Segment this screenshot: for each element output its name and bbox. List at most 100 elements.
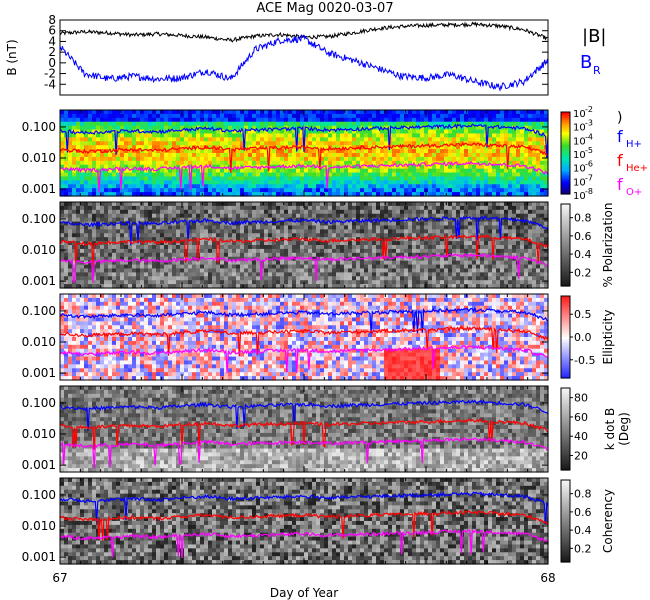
heatmap-cell: [76, 113, 81, 119]
heatmap-cell: [172, 110, 177, 115]
heatmap-cell: [516, 192, 521, 197]
heatmap-cell: [112, 241, 117, 246]
heatmap-cell: [512, 180, 517, 185]
heatmap-cell: [448, 129, 453, 135]
heatmap-cell: [192, 276, 197, 281]
heatmap-cell: [180, 176, 185, 181]
heatmap-cell: [324, 241, 329, 246]
heatmap-cell: [428, 137, 433, 142]
heatmap-cell: [252, 202, 257, 207]
heatmap-cell: [324, 280, 329, 285]
heatmap-cell: [532, 117, 537, 123]
heatmap-cell: [476, 149, 481, 154]
heatmap-cell: [112, 113, 117, 119]
heatmap-cell: [288, 149, 293, 154]
heatmap-cell: [184, 276, 189, 281]
heatmap-cell: [336, 188, 341, 193]
heatmap-cell: [184, 209, 189, 215]
heatmap-cell: [332, 241, 337, 246]
heatmap-cell: [368, 202, 373, 207]
heatmap-cell: [236, 160, 241, 166]
heatmap-cell: [416, 113, 421, 119]
heatmap-cell: [440, 141, 445, 146]
heatmap-cell: [292, 164, 297, 170]
heatmap-cell: [308, 202, 313, 207]
heatmap-cell: [212, 225, 217, 230]
heatmap-cell: [104, 121, 109, 127]
heatmap-cell: [256, 188, 261, 193]
heatmap-cell: [336, 284, 341, 289]
heatmap-cell: [128, 172, 133, 178]
heatmap-cell: [164, 256, 169, 262]
heatmap-cell: [224, 133, 229, 138]
heatmap-cell: [252, 192, 257, 197]
heatmap-cell: [452, 202, 457, 207]
heatmap-cell: [516, 149, 521, 154]
heatmap-cell: [384, 121, 389, 127]
heatmap-cell: [220, 280, 225, 285]
heatmap-cell: [444, 121, 449, 127]
heatmap-cell: [328, 149, 333, 154]
heatmap-cell: [256, 209, 261, 215]
heatmap-cell: [340, 172, 345, 178]
heatmap-cell: [100, 149, 105, 154]
heatmap-cell: [344, 202, 349, 207]
heatmap-cell: [348, 233, 353, 238]
heatmap-cell: [96, 202, 101, 207]
heatmap-cell: [120, 129, 125, 135]
heatmap-cell: [352, 202, 357, 207]
heatmap-cell: [492, 153, 497, 158]
heatmap-cell: [288, 205, 293, 211]
heatmap-cell: [264, 233, 269, 238]
heatmap-cell: [212, 180, 217, 185]
heatmap-cell: [252, 110, 257, 115]
heatmap-cell: [516, 133, 521, 138]
heatmap-cell: [80, 184, 85, 189]
heatmap-cell: [448, 156, 453, 162]
heatmap-cell: [444, 156, 449, 162]
heatmap-cell: [172, 284, 177, 289]
heatmap-cell: [404, 241, 409, 246]
heatmap-cell: [372, 137, 377, 142]
heatmap-cell: [132, 202, 137, 207]
heatmap-cell: [316, 160, 321, 166]
heatmap-cell: [108, 110, 113, 115]
heatmap-cell: [128, 125, 133, 131]
heatmap-cell: [376, 110, 381, 115]
heatmap-cell: [64, 276, 69, 281]
heatmap-cell: [76, 137, 81, 142]
colorbar-cell: [561, 175, 570, 179]
heatmap-cell: [428, 272, 433, 277]
heatmap-cell: [312, 137, 317, 142]
heatmap-cell: [448, 176, 453, 181]
heatmap-cell: [100, 252, 105, 258]
heatmap-cell: [512, 137, 517, 142]
heatmap-cell: [208, 202, 213, 207]
heatmap-cell: [448, 125, 453, 131]
heatmap-cell: [228, 180, 233, 185]
heatmap-cell: [220, 125, 225, 131]
heatmap-cell: [364, 268, 369, 273]
heatmap-cell: [452, 141, 457, 146]
heatmap-cell: [236, 125, 241, 131]
heatmap-cell: [352, 192, 357, 197]
heatmap-cell: [336, 233, 341, 238]
heatmap-cell: [136, 117, 141, 123]
heatmap-cell: [360, 153, 365, 158]
heatmap-cell: [192, 248, 197, 254]
heatmap-cell: [268, 168, 273, 174]
heatmap-cell: [136, 272, 141, 277]
heatmap-cell: [184, 284, 189, 289]
heatmap-cell: [124, 248, 129, 254]
heatmap-cell: [92, 268, 97, 273]
heatmap-cell: [200, 145, 205, 150]
heatmap-cell: [72, 272, 77, 277]
heatmap-cell: [84, 248, 89, 254]
heatmap-cell: [308, 252, 313, 258]
heatmap-cell: [104, 192, 109, 197]
heatmap-cell: [204, 180, 209, 185]
heatmap-cell: [416, 137, 421, 142]
heatmap-cell: [172, 113, 177, 119]
heatmap-cell: [512, 121, 517, 127]
heatmap-cell: [344, 245, 349, 250]
